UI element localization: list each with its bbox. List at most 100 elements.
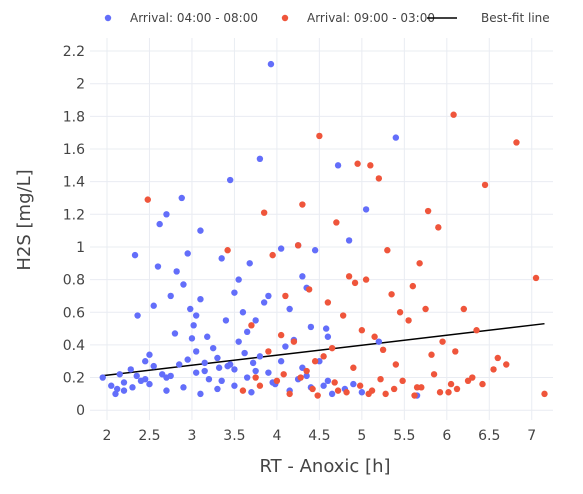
data-point [311,358,319,365]
legend-marker [104,14,112,22]
data-point [362,206,370,213]
data-point [303,372,310,380]
data-point [320,353,327,360]
x-axis-title: RT - Anoxic [h] [259,456,390,477]
series-1 [99,60,421,399]
data-point [144,196,151,203]
data-point [167,292,174,300]
data-point [334,162,342,169]
data-point [197,295,204,303]
data-point [286,305,293,313]
data-point [120,379,128,386]
data-point [447,380,455,388]
data-point [479,380,486,388]
data-point [324,299,332,306]
data-point [328,344,336,352]
data-points [99,60,548,399]
y-tick-label: 1.4 [63,175,85,191]
data-point [430,371,438,378]
data-point [453,385,461,393]
data-point [277,245,285,252]
data-point [178,194,185,202]
data-point [108,382,115,389]
x-axis-ticks: 2 2.5 3 3.5 4 4.5 5 5.5 6 6.5 7 [103,428,537,444]
data-point [209,344,217,352]
data-point [260,209,268,216]
data-point [290,338,298,345]
data-point [184,356,191,363]
data-point [131,251,139,259]
data-point [339,312,347,319]
legend-item[interactable]: Best-fit line [427,11,550,25]
y-tick-label: 1.2 [63,207,85,223]
data-point [256,353,264,360]
data-point [180,281,187,288]
data-point [129,384,136,391]
data-point [205,375,213,383]
data-point [222,317,230,324]
data-point [201,367,208,375]
data-point [392,134,400,141]
data-point [218,255,225,262]
data-point [273,377,281,385]
x-tick-label: 5 [357,428,366,444]
data-point [473,327,480,334]
data-point [362,276,370,283]
legend[interactable]: Arrival: 04:00 - 08:00 Arrival: 09:00 - 0… [104,11,550,25]
y-axis-title: H2S [mg/L] [14,169,35,270]
data-point [243,328,251,336]
data-point [422,305,429,313]
data-point [282,343,289,350]
legend-label: Best-fit line [481,11,550,25]
data-point [277,331,285,339]
data-point [328,390,336,398]
legend-item[interactable]: Arrival: 04:00 - 08:00 [104,11,258,25]
data-point [358,327,366,334]
data-point [409,282,417,290]
data-point [99,374,106,381]
data-point [134,312,141,319]
data-point [214,354,221,362]
data-point [252,374,259,381]
data-point [345,237,353,244]
data-point [184,250,191,257]
legend-item[interactable]: Arrival: 09:00 - 03:00 [281,11,435,25]
data-point [392,361,400,368]
data-point [190,322,197,329]
data-point [371,333,378,340]
data-point [513,139,520,146]
data-point [377,375,384,383]
data-point [460,305,467,313]
data-point [379,346,387,354]
y-tick-label: 0 [76,403,85,419]
data-point [197,227,204,234]
data-point [324,333,332,340]
data-point [239,309,247,316]
data-point [405,317,412,324]
data-point [267,60,275,68]
data-point [192,369,200,376]
data-point [167,372,174,380]
data-point [277,358,285,365]
data-point [367,162,374,169]
data-point [204,333,211,340]
data-point [416,260,423,267]
data-point [469,374,476,381]
data-point [192,312,200,319]
data-point [214,385,221,393]
data-point [146,351,153,358]
y-axis-ticks: 0 0.2 0.4 0.6 0.8 1 1.2 1.4 1.6 1.8 2 2.2 [63,44,85,419]
data-point [248,322,255,329]
data-point [354,160,361,167]
data-point [481,181,489,189]
y-tick-label: 1 [76,240,85,256]
data-point [303,367,310,375]
best-fit-layer [100,322,545,377]
data-point [286,390,293,398]
data-point [294,242,302,249]
x-tick-label: 4.5 [308,428,330,444]
data-point [450,111,457,118]
x-tick-label: 6.5 [478,428,500,444]
data-point [435,224,442,231]
